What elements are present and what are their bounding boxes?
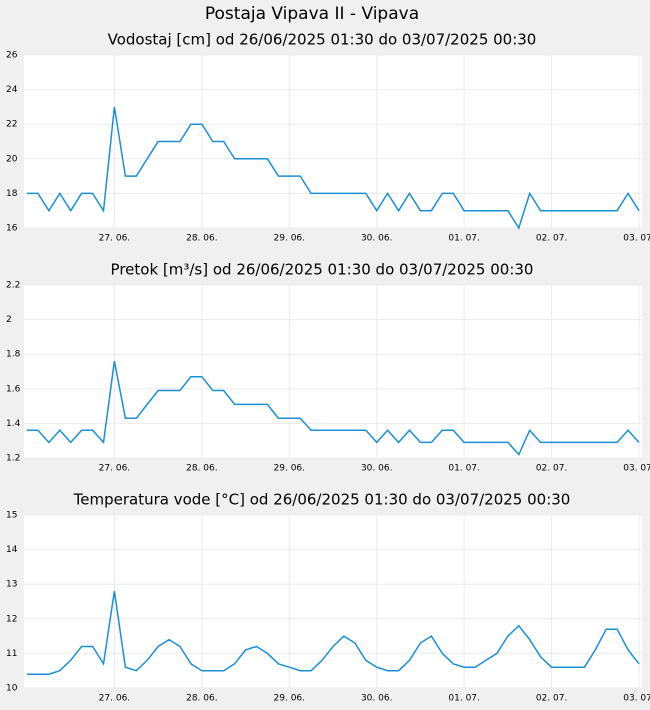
- chart-title: Vodostaj [cm] od 26/06/2025 01:30 do 03/…: [108, 31, 537, 49]
- y-tick-label: 13: [6, 580, 17, 590]
- chart-title: Temperatura vode [°C] od 26/06/2025 01:3…: [73, 491, 571, 509]
- y-tick-label: 16: [6, 224, 18, 234]
- x-tick-label: 30. 06.: [361, 694, 393, 704]
- x-tick-label: 27. 06.: [99, 234, 131, 244]
- x-tick-label: 29. 06.: [274, 464, 306, 474]
- chart-title: Pretok [m³/s] od 26/06/2025 01:30 do 03/…: [111, 261, 534, 279]
- x-tick-label: 01. 07.: [448, 694, 480, 704]
- x-tick-label: 27. 06.: [99, 694, 131, 704]
- x-tick-label: 02. 07.: [536, 234, 568, 244]
- y-tick-label: 1.8: [6, 350, 21, 360]
- x-tick-label: 03. 07.: [623, 234, 650, 244]
- data-line: [27, 106, 640, 230]
- y-tick-label: 26: [6, 51, 18, 61]
- y-tick-label: 12: [6, 614, 17, 624]
- y-tick-label: 20: [6, 154, 18, 164]
- x-tick-label: 30. 06.: [361, 234, 393, 244]
- y-tick-label: 1.6: [6, 384, 21, 394]
- y-tick-label: 14: [6, 545, 18, 555]
- y-tick-label: 10: [6, 684, 18, 694]
- x-tick-label: 01. 07.: [448, 464, 480, 474]
- y-tick-label: 2: [6, 315, 12, 325]
- y-tick-label: 15: [6, 511, 17, 521]
- plot-area: [24, 285, 642, 458]
- x-tick-label: 27. 06.: [99, 464, 131, 474]
- y-tick-label: 24: [6, 85, 18, 95]
- x-tick-label: 01. 07.: [448, 234, 480, 244]
- y-tick-label: 1.4: [6, 419, 21, 429]
- x-tick-label: 29. 06.: [274, 234, 306, 244]
- x-tick-label: 02. 07.: [536, 464, 568, 474]
- plot-area: [24, 55, 642, 228]
- page-title: Postaja Vipava II - Vipava: [205, 4, 419, 24]
- y-tick-label: 11: [6, 649, 17, 659]
- y-tick-label: 18: [6, 189, 18, 199]
- x-tick-label: 03. 07.: [623, 694, 650, 704]
- x-tick-label: 28. 06.: [186, 464, 218, 474]
- x-tick-label: 29. 06.: [274, 694, 306, 704]
- x-tick-label: 02. 07.: [536, 694, 568, 704]
- y-tick-label: 1.2: [6, 454, 20, 464]
- plot-area: [24, 515, 642, 688]
- y-tick-label: 2.2: [6, 281, 20, 291]
- data-line: [27, 360, 640, 456]
- x-tick-label: 28. 06.: [186, 694, 218, 704]
- x-tick-label: 30. 06.: [361, 464, 393, 474]
- x-tick-label: 28. 06.: [186, 234, 218, 244]
- y-tick-label: 22: [6, 120, 17, 130]
- data-line: [27, 590, 640, 675]
- x-tick-label: 03. 07.: [623, 464, 650, 474]
